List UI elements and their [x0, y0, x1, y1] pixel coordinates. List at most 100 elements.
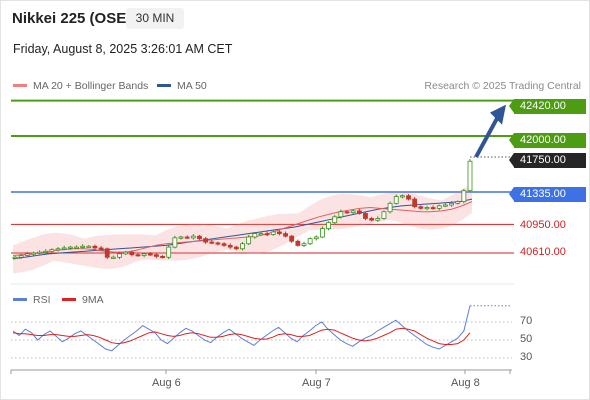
candle-body [233, 246, 239, 250]
candle-body [18, 255, 24, 258]
ma20-swatch-icon [13, 83, 27, 87]
candle-body [381, 211, 387, 219]
candle-body [430, 207, 436, 210]
candle-body [178, 236, 184, 239]
ma9-legend-label: 9MA [82, 294, 104, 306]
rsi-tick-70: 70 [520, 315, 533, 327]
candle-body [240, 243, 245, 250]
candle-body [123, 251, 129, 255]
candle-body [104, 248, 110, 258]
candle-body [190, 235, 196, 239]
candle-body [258, 233, 264, 236]
ma50-swatch-icon [157, 83, 171, 87]
ma50-legend-label: MA 50 [177, 80, 207, 92]
candle-body [49, 249, 55, 252]
ma20-legend-label: MA 20 + Bollinger Bands [33, 80, 149, 92]
candle-body [166, 246, 172, 258]
candle-body [270, 231, 276, 235]
level-label-40950: 40950.00 [520, 219, 566, 231]
candle-body [135, 254, 141, 257]
forecast-arrow-shaft [474, 115, 500, 158]
rsi-tick-50: 50 [520, 333, 533, 345]
level-label-41335: 41335.00 [509, 187, 586, 202]
rsi-9ma-line [12, 327, 471, 345]
candle-body [80, 245, 86, 248]
legend-rsi: RSI [13, 294, 51, 306]
rsi-tick-30: 30 [520, 351, 533, 363]
candle-body [221, 243, 227, 246]
candle-body [55, 248, 61, 251]
timeframe-button[interactable]: 30 MIN [126, 8, 184, 29]
candle-body [326, 222, 331, 229]
candle-body [129, 251, 135, 256]
candle-body [246, 236, 252, 245]
candle-body [209, 241, 215, 244]
x-tick-aug7: Aug 7 [302, 377, 331, 389]
rsi-line [12, 305, 471, 352]
candle-body [418, 206, 424, 209]
candle-body [31, 252, 36, 255]
candle-body [147, 253, 153, 256]
candle-body [332, 216, 338, 224]
ma9-swatch-icon [62, 297, 76, 301]
candle-body [37, 251, 42, 254]
legend-9ma: 9MA [62, 294, 104, 306]
candle-body [393, 196, 399, 204]
candle-body [117, 253, 122, 258]
candle-body [24, 253, 30, 256]
candle-body [160, 255, 165, 258]
candle-body [215, 242, 221, 245]
level-label-42420: 42420.00 [509, 99, 586, 114]
research-credit: Research © 2025 Trading Central [424, 80, 581, 92]
candle-body [344, 211, 350, 214]
candle-body [301, 243, 307, 246]
candle-body [184, 236, 190, 239]
instrument-title: Nikkei 225 (OSE) [12, 10, 132, 27]
candle-body [110, 256, 116, 259]
candle-body [350, 210, 356, 213]
candle-body [307, 238, 313, 245]
last-price-label: 41750.00 [509, 153, 586, 168]
candle-body [320, 228, 325, 238]
candle-body [449, 202, 454, 206]
candle-body [12, 256, 18, 259]
candle-body [283, 233, 288, 237]
x-tick-aug8: Aug 8 [451, 377, 480, 389]
candle-body [375, 218, 381, 221]
candle-body [406, 195, 411, 200]
rsi-legend-label: RSI [33, 294, 51, 306]
candle-body [86, 245, 92, 248]
forecast-arrow-head [490, 104, 506, 125]
candle-body [141, 253, 147, 256]
candle-body [467, 160, 473, 192]
candle-body [252, 233, 258, 238]
candle-body [289, 235, 295, 242]
candle-body [455, 201, 461, 204]
candle-body [338, 211, 344, 218]
candle-body [276, 231, 282, 235]
candle-body [356, 210, 362, 214]
ma50-line [12, 198, 473, 260]
candle-body [92, 245, 98, 249]
ma20-line [12, 201, 473, 257]
candle-body [154, 254, 159, 257]
candle-body [313, 236, 319, 240]
candle-body [172, 237, 178, 248]
bollinger-band [13, 183, 472, 274]
candle-body [227, 245, 233, 248]
candle-body [461, 190, 467, 203]
candle-body [399, 195, 405, 198]
candle-body [203, 238, 209, 243]
rsi-swatch-icon [13, 297, 27, 301]
candle-body [43, 250, 49, 253]
level-label-40610: 40610.00 [520, 246, 566, 258]
legend-ma50: MA 50 [157, 80, 207, 92]
candle-body [369, 218, 375, 221]
candle-body [443, 204, 448, 207]
candle-body [264, 233, 270, 236]
candle-body [412, 198, 418, 208]
candle-body [74, 246, 79, 249]
datetime-label: Friday, August 8, 2025 3:26:01 AM CET [13, 42, 233, 56]
candle-body [67, 246, 73, 249]
